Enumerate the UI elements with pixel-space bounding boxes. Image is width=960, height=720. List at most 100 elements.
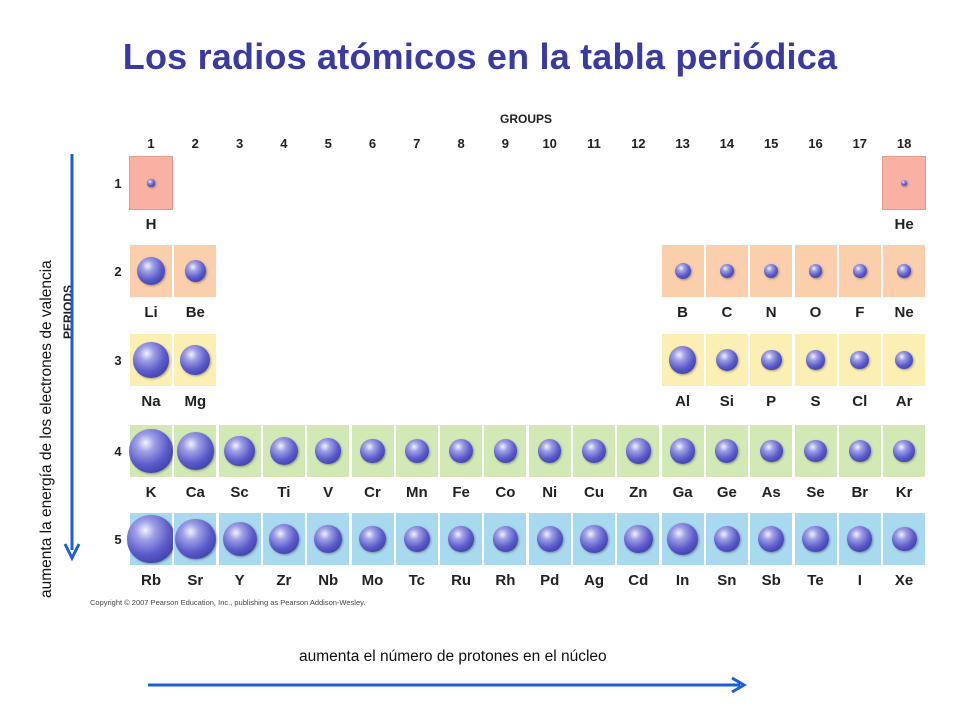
element-symbol: B xyxy=(677,304,689,321)
group-number: 5 xyxy=(324,136,332,151)
atom-sphere xyxy=(764,263,779,279)
atom-sphere xyxy=(625,438,652,464)
element-symbol: P xyxy=(766,393,777,410)
atom-sphere xyxy=(894,350,914,370)
atom-sphere xyxy=(713,525,741,553)
atom-sphere xyxy=(493,439,518,463)
element-symbol: Ca xyxy=(185,484,205,501)
group-number: 2 xyxy=(191,136,199,151)
element-symbol: Br xyxy=(851,484,869,501)
element-cell xyxy=(350,424,395,478)
atom-sphere xyxy=(580,525,608,553)
atom-sphere xyxy=(759,439,783,463)
group-number: 8 xyxy=(457,136,465,151)
element-cell xyxy=(793,333,838,387)
element-symbol: Sr xyxy=(187,572,204,589)
atom-sphere xyxy=(802,525,829,553)
atom-sphere xyxy=(492,526,519,552)
element-symbol: Tc xyxy=(408,572,425,589)
element-symbol: Co xyxy=(495,484,516,501)
atom-sphere xyxy=(850,350,870,370)
atom-sphere xyxy=(848,440,871,462)
element-symbol: He xyxy=(894,216,914,233)
atom-sphere xyxy=(805,350,826,370)
element-symbol: Ni xyxy=(542,484,558,501)
horizontal-arrow xyxy=(148,676,747,694)
atom-sphere xyxy=(147,179,155,187)
atom-sphere xyxy=(893,440,915,462)
atom-sphere xyxy=(360,438,385,464)
groups-heading: GROUPS xyxy=(500,112,553,126)
period-number: 3 xyxy=(114,353,122,368)
group-number: 1 xyxy=(147,136,155,151)
atom-sphere xyxy=(897,264,911,278)
element-symbol: Rh xyxy=(495,572,516,589)
element-symbol: Ne xyxy=(894,304,914,321)
element-symbol: Ag xyxy=(584,572,604,589)
atom-sphere xyxy=(449,439,474,463)
element-symbol: Cl xyxy=(852,393,868,410)
element-symbol: C xyxy=(721,304,733,321)
group-number: 6 xyxy=(368,136,377,151)
atom-sphere xyxy=(623,524,653,554)
atom-sphere xyxy=(674,262,691,280)
element-symbol: Al xyxy=(675,393,691,410)
atom-sphere xyxy=(184,260,206,282)
group-number: 7 xyxy=(413,136,421,151)
atom-sphere xyxy=(581,438,607,464)
element-symbol: Mo xyxy=(361,572,384,589)
slide-title: Los radios atómicos en la tabla periódic… xyxy=(122,36,838,77)
atom-sphere xyxy=(757,525,785,553)
element-symbol: Mn xyxy=(405,484,428,501)
atom-sphere xyxy=(537,439,562,463)
atom-sphere xyxy=(715,348,739,372)
period-number: 5 xyxy=(114,532,122,547)
group-number: 11 xyxy=(587,136,601,151)
element-symbol: Te xyxy=(807,572,824,589)
atom-sphere xyxy=(268,523,300,555)
atom-sphere xyxy=(224,435,255,467)
element-symbol: Zn xyxy=(629,484,648,501)
atom-sphere xyxy=(719,263,735,279)
element-symbol: K xyxy=(145,484,157,501)
element-symbol: Zr xyxy=(276,572,292,589)
vertical-arrow xyxy=(63,154,81,562)
atom-sphere xyxy=(133,342,169,378)
atom-sphere xyxy=(808,264,823,278)
horizontal-axis-label: aumenta el número de protones en el núcl… xyxy=(299,648,607,665)
element-symbol: Sc xyxy=(230,484,249,501)
group-number: 12 xyxy=(631,136,646,151)
element-symbol: Rb xyxy=(141,572,161,589)
element-symbol: Ti xyxy=(277,484,291,501)
element-symbol: I xyxy=(857,572,862,589)
element-cell xyxy=(837,333,882,387)
atom-sphere xyxy=(666,523,699,555)
vertical-axis-label: aumenta la energía de los electrones de … xyxy=(38,260,55,598)
atom-sphere xyxy=(891,526,917,552)
element-symbol: Si xyxy=(719,393,734,410)
element-symbol: Ge xyxy=(716,484,737,501)
element-symbol: As xyxy=(761,484,781,501)
element-symbol: Fe xyxy=(452,484,470,501)
element-symbol: Kr xyxy=(895,484,913,501)
group-number: 15 xyxy=(763,136,779,151)
element-symbol: S xyxy=(810,393,821,410)
element-symbol: Pd xyxy=(540,572,560,589)
atom-sphere xyxy=(127,515,175,563)
atom-sphere xyxy=(669,438,696,464)
element-symbol: Mg xyxy=(184,393,207,410)
period-number: 2 xyxy=(114,264,122,279)
atom-sphere xyxy=(222,521,257,557)
group-number: 3 xyxy=(235,136,244,151)
element-symbol: N xyxy=(765,304,777,321)
element-symbol: Cd xyxy=(628,572,649,589)
atom-sphere xyxy=(314,525,343,553)
element-symbol: Li xyxy=(144,304,158,321)
element-symbol: Se xyxy=(806,484,825,501)
atom-sphere xyxy=(359,525,386,553)
atom-sphere xyxy=(847,526,873,552)
element-symbol: Sb xyxy=(761,572,781,589)
element-cell xyxy=(882,333,927,387)
atom-sphere xyxy=(852,264,867,278)
element-symbol: O xyxy=(809,304,822,321)
